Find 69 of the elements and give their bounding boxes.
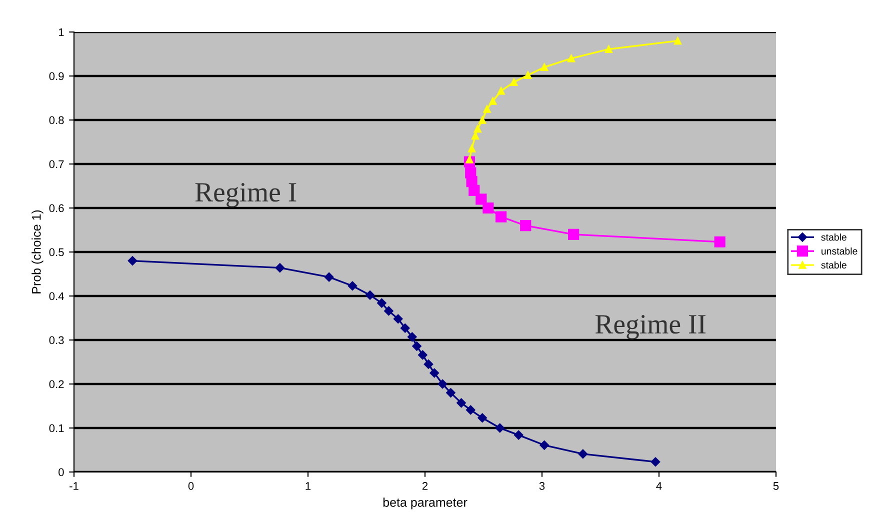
y-tick-label: 0.6 [49,204,64,212]
point [476,194,487,205]
point [418,350,428,360]
point [424,360,434,369]
y-tick-label: 0.1 [49,424,64,432]
point [495,423,505,433]
y-tick-label: 0.4 [49,292,64,300]
point [446,388,456,398]
point [520,220,532,232]
point [714,236,726,248]
point [483,105,491,113]
point [365,290,375,300]
point [348,281,358,291]
y-tick-label: 0.7 [49,160,64,168]
point [578,449,588,459]
point [468,184,480,196]
point [478,116,486,124]
point [510,78,518,86]
point [540,63,548,72]
point [128,256,138,266]
y-tick-label: 0.5 [49,248,64,256]
x-tick-label: -1 [70,482,78,490]
y-axis-title: Prob (choice 1) [32,210,44,294]
point [377,298,386,308]
y-tick-label: 0.8 [49,116,64,124]
point [412,342,422,351]
annotation: Regime II [595,315,706,340]
point [497,87,505,95]
point [674,36,682,45]
y-tick-label: 0 [58,468,64,476]
x-tick-label: 1 [306,482,311,490]
point [438,379,448,389]
point [456,398,466,408]
point [567,54,576,62]
x-tick-label: 4 [656,482,662,490]
point [384,306,394,316]
y-tick-label: 1 [58,28,64,36]
point [474,124,482,133]
point [471,132,480,140]
point [495,211,507,222]
point [489,97,497,105]
point [393,314,403,324]
x-tick-label: 0 [188,482,194,490]
point [275,263,285,272]
point [604,45,613,53]
point [408,332,417,342]
y-tick-label: 0.9 [49,72,64,80]
legend-label: unstable [822,247,858,255]
point [430,368,439,378]
point [478,413,487,423]
legend-label: stable [821,234,846,241]
annotation: Regime I [195,183,296,208]
point [400,323,410,333]
point [466,405,476,415]
point [514,430,524,440]
x-axis-title: beta parameter [383,498,468,510]
point [650,457,660,467]
point [524,71,532,79]
legend-label: stable [821,261,846,269]
x-tick-label: 3 [539,482,545,490]
point [482,202,494,214]
point [324,272,334,282]
y-tick-label: 0.2 [49,380,64,388]
point [568,228,580,240]
point [540,440,549,450]
x-tick-label: 5 [773,482,779,490]
point [468,144,476,152]
y-tick-label: 0.3 [49,336,64,344]
x-tick-label: 2 [422,482,428,490]
